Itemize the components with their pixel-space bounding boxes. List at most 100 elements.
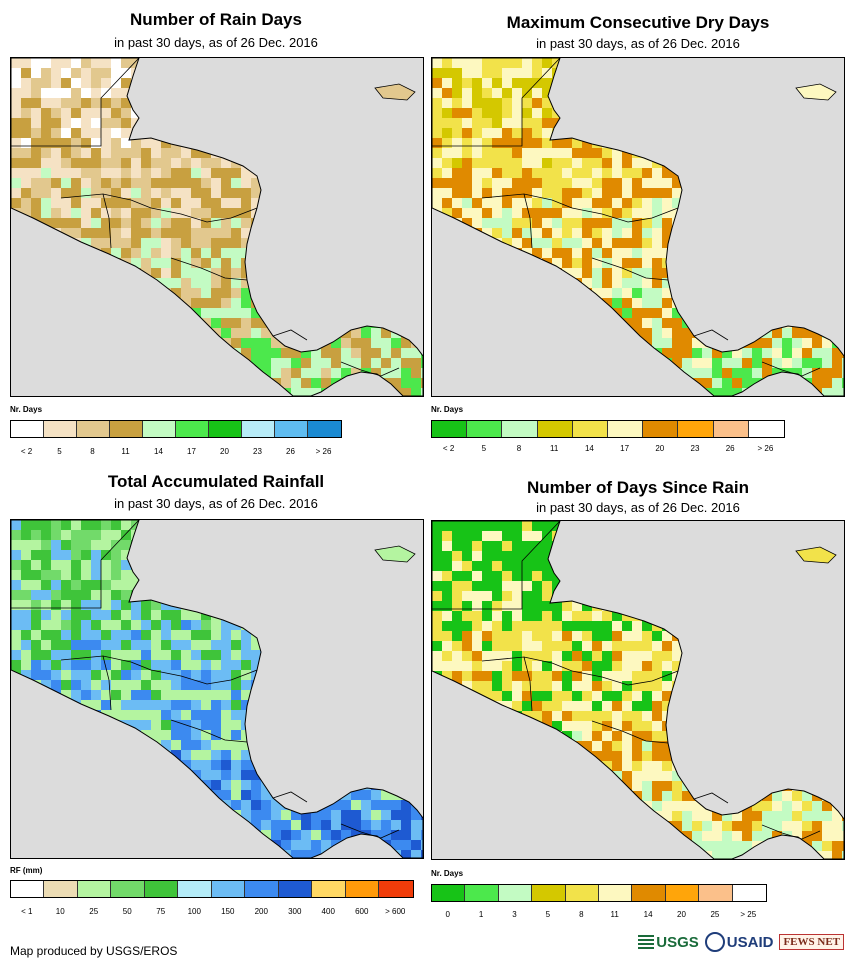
country-border <box>102 655 112 711</box>
legend-tick-label: 8 <box>90 447 95 456</box>
country-border <box>481 193 573 209</box>
country-border <box>11 58 140 147</box>
legend-tick-label: 50 <box>122 907 132 916</box>
legend-tick-label: 1 <box>478 910 484 919</box>
island <box>795 546 837 564</box>
legend-swatch <box>432 885 466 901</box>
legend-tick-label: > 26 <box>757 444 774 453</box>
legend-tick-label: 600 <box>355 907 369 916</box>
legend-tick-label: 5 <box>57 447 62 456</box>
legend-swatch <box>665 885 700 901</box>
legend-tick-label: > 25 <box>740 910 757 919</box>
country-border <box>60 655 152 671</box>
legend-tick-labels: 0 1 3 5 8 11 14 20 25 > 25 <box>431 910 765 922</box>
country-border <box>693 329 729 341</box>
usgs-wave-icon <box>638 935 655 949</box>
legend-tick-label: 3 <box>512 910 517 919</box>
legend-swatch <box>607 421 644 437</box>
country-border <box>693 792 729 804</box>
legend-swatch <box>44 421 77 437</box>
map-canvas <box>432 58 844 396</box>
panel-total-rainfall: Total Accumulated Rainfall in past 30 da… <box>6 470 426 930</box>
legend-swatch <box>211 881 246 897</box>
panel-subtitle: in past 30 days, as of 26 Dec. 2016 <box>114 35 318 50</box>
legend-tick-label: 25 <box>89 907 99 916</box>
panel-subtitle: in past 30 days, as of 26 Dec. 2016 <box>536 500 740 515</box>
map-canvas <box>11 520 423 858</box>
coastline <box>11 520 423 858</box>
land-grid <box>11 520 423 858</box>
land-grid <box>432 521 844 859</box>
legend-color-scale <box>10 420 342 438</box>
land-grid <box>11 58 423 396</box>
legend-swatch <box>275 421 308 437</box>
legend-tick-label: 100 <box>187 907 201 916</box>
legend-swatch <box>678 421 714 437</box>
usaid-logo-text: USAID <box>726 933 774 951</box>
legend-swatch <box>748 421 784 437</box>
map-max-dry-days[interactable] <box>431 57 845 397</box>
legend-tick-labels: < 2 5 8 11 14 17 20 23 26 > 26 <box>10 447 340 459</box>
legend-tick-label: 20 <box>220 447 229 456</box>
logo-bar: USGS USAID FEWS NET <box>638 932 844 952</box>
legend-tick-label: 8 <box>516 444 522 453</box>
legend-tick-label: 5 <box>545 910 551 919</box>
legend-tick-label: 20 <box>677 910 686 919</box>
legend-swatch <box>432 421 468 437</box>
map-canvas <box>11 58 423 396</box>
fews-net-logo-text: FEWS NET <box>783 936 840 948</box>
legend-tick-label: < 2 <box>20 447 33 456</box>
legend-tick-label: 300 <box>288 907 302 916</box>
coastline <box>432 58 844 396</box>
legend-tick-label: 150 <box>221 907 235 916</box>
legend-swatch <box>176 421 209 437</box>
country-border <box>761 824 821 840</box>
legend-color-scale <box>10 880 414 898</box>
legend-tick-label: 20 <box>655 444 665 453</box>
legend-tick-label: > 26 <box>315 447 332 456</box>
usaid-logo: USAID <box>704 932 774 952</box>
map-credit: Map produced by USGS/EROS <box>10 944 178 958</box>
legend-swatch <box>110 421 143 437</box>
usgs-logo-text: USGS <box>656 933 699 951</box>
legend-swatch <box>699 885 733 901</box>
legend-swatch <box>345 881 380 897</box>
panel-rain-days: Number of Rain Days in past 30 days, as … <box>6 0 426 470</box>
panel-title: Maximum Consecutive Dry Days <box>506 13 770 32</box>
panel-subtitle: in past 30 days, as of 26 Dec. 2016 <box>536 36 740 51</box>
legend-swatch <box>643 421 679 437</box>
map-rain-days[interactable] <box>10 57 424 397</box>
country-border <box>170 719 248 743</box>
panel-title: Number of Days Since Rain <box>526 478 749 497</box>
legend-swatch <box>278 881 313 897</box>
panel-days-since-rain: Number of Days Since Rain in past 30 day… <box>428 470 848 930</box>
country-border <box>11 520 140 609</box>
map-days-since-rain[interactable] <box>431 520 845 860</box>
country-border <box>523 193 533 249</box>
country-border <box>170 257 248 281</box>
island <box>374 545 416 563</box>
legend-tick-label: 23 <box>253 447 262 456</box>
panel-title: Number of Rain Days <box>130 10 302 29</box>
map-total-rainfall[interactable] <box>10 519 424 859</box>
legend-tick-label: 26 <box>725 444 735 453</box>
country-border <box>571 670 679 686</box>
country-border <box>481 656 573 672</box>
panel-max-dry-days: Maximum Consecutive Dry Days in past 30 … <box>428 0 848 470</box>
country-border <box>150 207 258 223</box>
legend-swatch <box>77 881 112 897</box>
fews-net-logo: FEWS NET <box>779 934 844 950</box>
coastline <box>432 521 844 859</box>
legend-swatch <box>44 881 78 897</box>
island <box>374 83 416 101</box>
legend-swatch <box>308 421 341 437</box>
legend-tick-label: 26 <box>286 447 295 456</box>
country-border <box>102 193 112 249</box>
legend-tick-label: 8 <box>579 910 584 919</box>
legend-color-scale <box>431 420 785 438</box>
legend-tick-label: 14 <box>584 444 594 453</box>
legend-swatch <box>565 885 599 901</box>
legend-swatch <box>245 881 279 897</box>
country-border <box>272 791 308 803</box>
legend-unit-label: Nr. Days <box>431 405 464 414</box>
